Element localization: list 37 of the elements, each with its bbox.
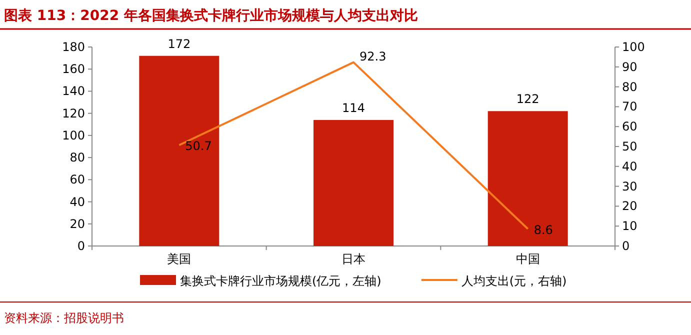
y2-tick-label: 80 <box>622 80 638 94</box>
data-label: 114 <box>342 100 365 115</box>
y-tick-label: 40 <box>70 194 85 209</box>
legend-label: 人均支出(元，右轴) <box>461 274 567 288</box>
bar <box>488 111 568 246</box>
y2-tick-label: 20 <box>622 199 638 214</box>
y2-tick-label: 90 <box>622 60 638 74</box>
y-tick-label: 140 <box>62 84 85 98</box>
y2-tick-label: 100 <box>622 40 645 54</box>
data-label: 122 <box>516 92 540 106</box>
y-tick-label: 160 <box>62 62 85 76</box>
x-tick-label: 日本 <box>342 252 366 266</box>
y-tick-label: 0 <box>77 239 85 253</box>
data-label: 8.6 <box>534 222 553 237</box>
data-label: 50.7 <box>185 139 212 154</box>
y2-tick-label: 0 <box>622 239 630 253</box>
y-tick-label: 180 <box>62 40 85 54</box>
data-label: 172 <box>168 36 191 51</box>
y2-tick-label: 50 <box>622 140 638 154</box>
y2-tick-label: 40 <box>622 159 638 174</box>
bar <box>139 56 220 246</box>
y-tick-label: 20 <box>70 216 85 231</box>
x-tick-label: 美国 <box>167 252 192 266</box>
y2-tick-label: 30 <box>622 179 638 194</box>
chart-title: 图表 113：2022 年各国集换式卡牌行业市场规模与人均支出对比 <box>4 7 418 24</box>
y-tick-label: 80 <box>70 150 85 165</box>
data-label: 92.3 <box>360 49 386 64</box>
y2-tick-label: 70 <box>622 100 638 114</box>
y-tick-label: 120 <box>62 106 85 120</box>
y2-tick-label: 60 <box>622 120 638 134</box>
bar <box>314 120 394 246</box>
x-tick-label: 中国 <box>516 252 540 266</box>
y2-tick-label: 10 <box>622 219 638 234</box>
y-tick-label: 100 <box>62 128 85 142</box>
y-tick-label: 60 <box>70 172 85 187</box>
legend-label: 集换式卡牌行业市场规模(亿元，左轴) <box>180 274 382 288</box>
text: 资料来源：招股说明书 <box>4 311 124 325</box>
